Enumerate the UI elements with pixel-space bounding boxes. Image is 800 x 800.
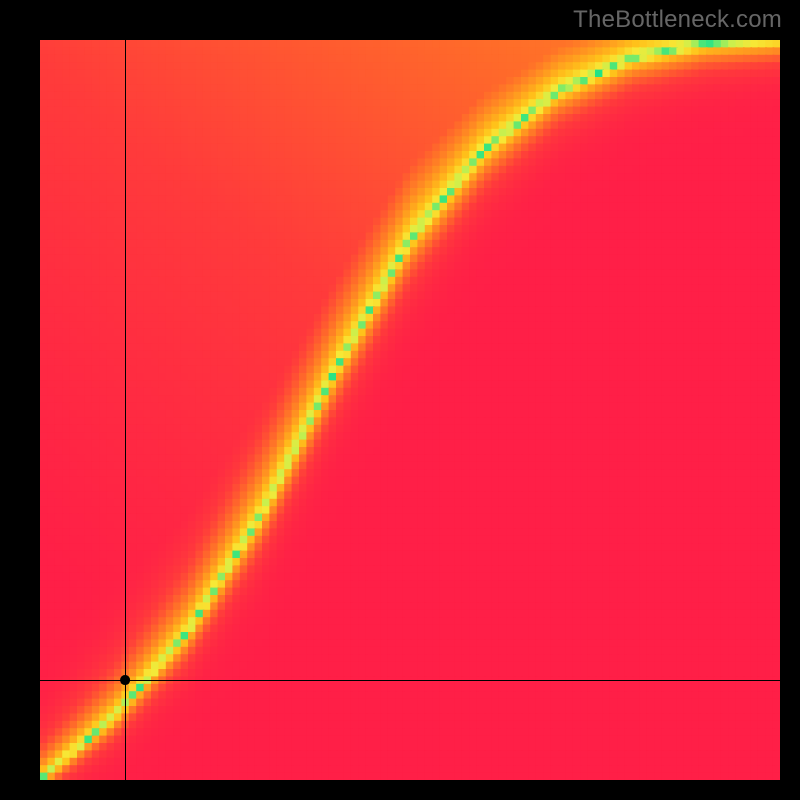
watermark-label: TheBottleneck.com [573, 6, 782, 34]
bottleneck-heatmap [40, 40, 780, 780]
